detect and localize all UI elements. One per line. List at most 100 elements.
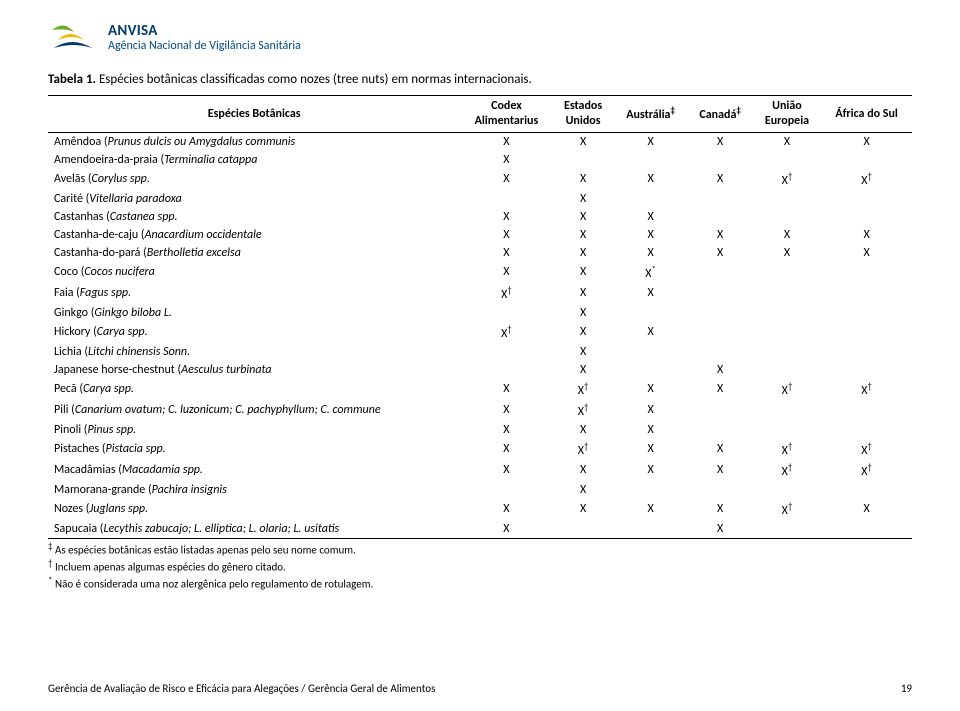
mark-cell: X* xyxy=(614,262,688,283)
table-row: Macadâmias (Macadamia spp.XXXXX†X† xyxy=(48,460,912,481)
mark-cell xyxy=(688,322,753,343)
footnotes: ‡ As espécies botânicas estão listadas a… xyxy=(48,541,912,592)
mark-cell xyxy=(753,520,821,539)
mark-cell: X xyxy=(553,208,614,226)
document-header: ANVISA Agência Nacional de Vigilância Sa… xyxy=(48,18,912,58)
table-row: Hickory (Carya spp.X†XX xyxy=(48,322,912,343)
mark-cell: X xyxy=(460,379,552,400)
mark-cell: X xyxy=(688,439,753,460)
mark-cell: X xyxy=(614,283,688,304)
table-row: Nozes (Juglans spp.XXXXX†X xyxy=(48,499,912,520)
mark-cell xyxy=(688,421,753,439)
table-row: Pinoli (Pinus spp.XXX xyxy=(48,421,912,439)
mark-cell xyxy=(821,421,912,439)
mark-cell xyxy=(753,190,821,208)
mark-cell xyxy=(821,151,912,169)
column-header: UniãoEuropeia xyxy=(753,96,821,133)
mark-cell: X xyxy=(553,304,614,322)
mark-cell xyxy=(688,262,753,283)
mark-cell: X xyxy=(688,244,753,262)
mark-cell xyxy=(821,208,912,226)
mark-cell: X xyxy=(614,169,688,190)
species-name-cell: Pecã (Carya spp. xyxy=(48,379,460,400)
species-name-cell: Amêndoa (Prunus dulcis ou Amygdalus comm… xyxy=(48,133,460,152)
mark-cell: X xyxy=(614,421,688,439)
species-name-cell: Carité (Vitellaria paradoxa xyxy=(48,190,460,208)
mark-cell: X xyxy=(460,151,552,169)
table-body: Amêndoa (Prunus dulcis ou Amygdalus comm… xyxy=(48,133,912,539)
mark-cell xyxy=(753,322,821,343)
mark-cell xyxy=(460,481,552,499)
table-row: Pistaches (Pistacia spp.XX†XXX†X† xyxy=(48,439,912,460)
mark-cell: X xyxy=(553,361,614,379)
mark-cell: X xyxy=(688,379,753,400)
mark-cell xyxy=(614,520,688,539)
mark-cell: X xyxy=(614,400,688,421)
table-row: Amendoeira-da-praia (Terminalia catappaX xyxy=(48,151,912,169)
mark-cell xyxy=(753,151,821,169)
mark-cell xyxy=(821,481,912,499)
mark-cell xyxy=(614,151,688,169)
org-subtitle: Agência Nacional de Vigilância Sanitária xyxy=(108,40,301,53)
mark-cell xyxy=(460,361,552,379)
mark-cell xyxy=(821,400,912,421)
table-row: Carité (Vitellaria paradoxaX xyxy=(48,190,912,208)
mark-cell: X xyxy=(460,400,552,421)
mark-cell xyxy=(688,151,753,169)
mark-cell xyxy=(460,190,552,208)
species-name-cell: Faia (Fagus spp. xyxy=(48,283,460,304)
table-header: Espécies BotânicasCodexAlimentariusEstad… xyxy=(48,96,912,133)
footer-text: Gerência de Avaliação de Risco e Eficáci… xyxy=(48,682,435,695)
table-row: Castanha-do-pará (Bertholletia excelsaXX… xyxy=(48,244,912,262)
species-table: Espécies BotânicasCodexAlimentariusEstad… xyxy=(48,95,912,539)
species-name-cell: Mamorana-grande (Pachira insignis xyxy=(48,481,460,499)
mark-cell xyxy=(460,304,552,322)
mark-cell xyxy=(821,361,912,379)
mark-cell: X xyxy=(460,226,552,244)
mark-cell: X xyxy=(460,133,552,152)
species-name-cell: Hickory (Carya spp. xyxy=(48,322,460,343)
mark-cell: X xyxy=(460,208,552,226)
table-row: Castanhas (Castanea spp.XXX xyxy=(48,208,912,226)
species-name-cell: Nozes (Juglans spp. xyxy=(48,499,460,520)
mark-cell: X xyxy=(553,169,614,190)
mark-cell xyxy=(688,190,753,208)
mark-cell xyxy=(688,208,753,226)
mark-cell: X xyxy=(614,499,688,520)
mark-cell: X xyxy=(553,262,614,283)
mark-cell: X xyxy=(821,499,912,520)
species-name-cell: Pinoli (Pinus spp. xyxy=(48,421,460,439)
caption-prefix: Tabela 1. xyxy=(48,72,96,87)
mark-cell xyxy=(460,343,552,361)
mark-cell xyxy=(688,304,753,322)
table-row: Amêndoa (Prunus dulcis ou Amygdalus comm… xyxy=(48,133,912,152)
mark-cell: X xyxy=(553,421,614,439)
mark-cell: X† xyxy=(460,322,552,343)
mark-cell: X xyxy=(460,460,552,481)
mark-cell: X xyxy=(460,499,552,520)
mark-cell: X xyxy=(614,379,688,400)
mark-cell: X xyxy=(553,322,614,343)
mark-cell: X† xyxy=(753,439,821,460)
mark-cell: X xyxy=(553,460,614,481)
species-name-cell: Castanha-de-caju (Anacardium occidentale xyxy=(48,226,460,244)
mark-cell xyxy=(753,361,821,379)
species-name-cell: Pistaches (Pistacia spp. xyxy=(48,439,460,460)
mark-cell: X xyxy=(614,226,688,244)
mark-cell: X xyxy=(614,439,688,460)
species-name-cell: Japanese horse-chestnut (Aesculus turbin… xyxy=(48,361,460,379)
species-name-cell: Ginkgo (Ginkgo biloba L. xyxy=(48,304,460,322)
mark-cell: X† xyxy=(460,283,552,304)
mark-cell xyxy=(553,151,614,169)
mark-cell xyxy=(614,361,688,379)
mark-cell: X xyxy=(460,520,552,539)
table-row: Ginkgo (Ginkgo biloba L. X xyxy=(48,304,912,322)
mark-cell: X† xyxy=(753,379,821,400)
mark-cell xyxy=(753,343,821,361)
mark-cell: X xyxy=(688,499,753,520)
page-number: 19 xyxy=(901,682,912,695)
mark-cell xyxy=(753,262,821,283)
mark-cell xyxy=(821,520,912,539)
mark-cell xyxy=(821,322,912,343)
footnote: † Incluem apenas algumas espécies do gên… xyxy=(48,558,912,575)
